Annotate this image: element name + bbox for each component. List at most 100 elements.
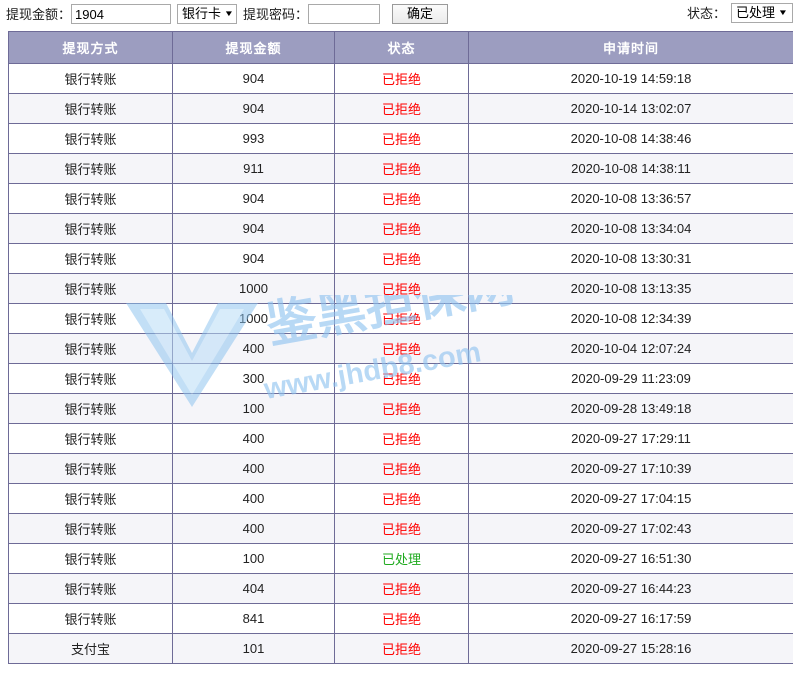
table-row: 银行转账 904 已拒绝 2020-10-14 13:02:07: [8, 93, 793, 124]
cell-amount: 400: [172, 423, 335, 454]
table-row: 银行转账 904 已拒绝 2020-10-19 14:59:18: [8, 63, 793, 94]
cell-status: 已拒绝: [334, 333, 469, 364]
cell-status: 已拒绝: [334, 513, 469, 544]
table-row: 银行转账 400 已拒绝 2020-09-27 17:04:15: [8, 483, 793, 514]
amount-label: 提现金额：: [6, 6, 72, 22]
cell-time: 2020-09-27 16:17:59: [468, 603, 793, 634]
cell-method: 银行转账: [8, 363, 173, 394]
cell-amount: 841: [172, 603, 335, 634]
table-row: 银行转账 1000 已拒绝 2020-10-08 13:13:35: [8, 273, 793, 304]
cell-status: 已拒绝: [334, 123, 469, 154]
cell-amount: 904: [172, 213, 335, 244]
cell-status: 已拒绝: [334, 153, 469, 184]
cell-amount: 101: [172, 633, 335, 664]
cell-time: 2020-10-08 14:38:11: [468, 153, 793, 184]
withdraw-method-select[interactable]: 银行卡 ▼: [177, 4, 237, 24]
cell-time: 2020-10-08 12:34:39: [468, 303, 793, 334]
column-header-time: 申请时间: [468, 31, 793, 64]
cell-amount: 993: [172, 123, 335, 154]
cell-method: 银行转账: [8, 273, 173, 304]
cell-time: 2020-09-27 17:02:43: [468, 513, 793, 544]
table-row: 银行转账 100 已拒绝 2020-09-28 13:49:18: [8, 393, 793, 424]
cell-amount: 400: [172, 483, 335, 514]
cell-amount: 300: [172, 363, 335, 394]
cell-time: 2020-09-27 17:29:11: [468, 423, 793, 454]
withdraw-records-table-wrap: 提现方式 提现金额 状态 申请时间 银行转账 904 已拒绝 2020-10-19 1…: [8, 31, 793, 664]
cell-status: 已拒绝: [334, 273, 469, 304]
status-filter: 状态： 已处理 ▼: [687, 3, 793, 23]
cell-status: 已拒绝: [334, 603, 469, 634]
cell-amount: 100: [172, 393, 335, 424]
cell-amount: 400: [172, 453, 335, 484]
table-row: 银行转账 993 已拒绝 2020-10-08 14:38:46: [8, 123, 793, 154]
status-filter-label: 状态：: [686, 5, 726, 21]
status-filter-select[interactable]: 已处理 ▼: [731, 3, 793, 23]
withdraw-password-input[interactable]: [307, 4, 380, 24]
withdraw-records-table: 提现方式 提现金额 状态 申请时间 银行转账 904 已拒绝 2020-10-19 1…: [8, 31, 793, 664]
submit-button[interactable]: 确定: [391, 4, 448, 24]
table-row: 银行转账 841 已拒绝 2020-09-27 16:17:59: [8, 603, 793, 634]
cell-status: 已拒绝: [334, 483, 469, 514]
cell-status: 已拒绝: [334, 93, 469, 124]
withdraw-amount-input[interactable]: [71, 4, 172, 24]
cell-time: 2020-10-08 14:38:46: [468, 123, 793, 154]
cell-method: 银行转账: [8, 303, 173, 334]
cell-time: 2020-10-08 13:30:31: [468, 243, 793, 274]
cell-method: 银行转账: [8, 603, 173, 634]
cell-time: 2020-10-19 14:59:18: [468, 63, 793, 94]
cell-time: 2020-09-28 13:49:18: [468, 393, 793, 424]
cell-status: 已拒绝: [334, 213, 469, 244]
status-filter-value: 已处理: [736, 5, 776, 20]
cell-status: 已拒绝: [334, 363, 469, 394]
column-header-amount: 提现金额: [172, 31, 335, 64]
chevron-down-icon: ▼: [223, 9, 235, 18]
cell-status: 已拒绝: [334, 423, 469, 454]
cell-time: 2020-10-08 13:34:04: [468, 213, 793, 244]
cell-time: 2020-10-08 13:36:57: [468, 183, 793, 214]
cell-method: 银行转账: [8, 123, 173, 154]
cell-method: 银行转账: [8, 543, 173, 574]
cell-amount: 1000: [172, 303, 335, 334]
cell-time: 2020-09-27 16:51:30: [468, 543, 793, 574]
cell-amount: 904: [172, 93, 335, 124]
table-header-row: 提现方式 提现金额 状态 申请时间: [8, 31, 793, 64]
cell-status: 已拒绝: [334, 393, 469, 424]
cell-time: 2020-09-27 16:44:23: [468, 573, 793, 604]
cell-amount: 911: [172, 153, 335, 184]
cell-status: 已拒绝: [334, 183, 469, 214]
cell-amount: 400: [172, 513, 335, 544]
table-row: 银行转账 404 已拒绝 2020-09-27 16:44:23: [8, 573, 793, 604]
cell-method: 银行转账: [8, 573, 173, 604]
table-row: 银行转账 1000 已拒绝 2020-10-08 12:34:39: [8, 303, 793, 334]
cell-amount: 100: [172, 543, 335, 574]
table-row: 银行转账 400 已拒绝 2020-09-27 17:02:43: [8, 513, 793, 544]
table-row: 银行转账 911 已拒绝 2020-10-08 14:38:11: [8, 153, 793, 184]
table-row: 银行转账 904 已拒绝 2020-10-08 13:30:31: [8, 243, 793, 274]
table-row: 银行转账 300 已拒绝 2020-09-29 11:23:09: [8, 363, 793, 394]
cell-time: 2020-10-14 13:02:07: [468, 93, 793, 124]
cell-amount: 904: [172, 183, 335, 214]
cell-time: 2020-09-27 15:28:16: [468, 633, 793, 664]
withdraw-toolbar: 提现金额： 银行卡 ▼ 提现密码： 确定 状态： 已处理 ▼: [0, 0, 793, 28]
cell-method: 银行转账: [8, 333, 173, 364]
table-row: 支付宝 101 已拒绝 2020-09-27 15:28:16: [8, 633, 793, 664]
cell-status: 已拒绝: [334, 243, 469, 274]
cell-time: 2020-09-29 11:23:09: [468, 363, 793, 394]
cell-method: 银行转账: [8, 213, 173, 244]
cell-method: 银行转账: [8, 93, 173, 124]
cell-status: 已拒绝: [334, 573, 469, 604]
cell-method: 银行转账: [8, 423, 173, 454]
table-row: 银行转账 400 已拒绝 2020-09-27 17:29:11: [8, 423, 793, 454]
cell-method: 银行转账: [8, 63, 173, 94]
cell-time: 2020-09-27 17:04:15: [468, 483, 793, 514]
cell-time: 2020-10-04 12:07:24: [468, 333, 793, 364]
chevron-down-icon-status: ▼: [777, 8, 789, 17]
cell-method: 支付宝: [8, 633, 173, 664]
cell-amount: 400: [172, 333, 335, 364]
table-row: 银行转账 904 已拒绝 2020-10-08 13:34:04: [8, 213, 793, 244]
cell-status: 已处理: [334, 543, 469, 574]
cell-method: 银行转账: [8, 183, 173, 214]
cell-time: 2020-10-08 13:13:35: [468, 273, 793, 304]
password-label: 提现密码：: [242, 6, 308, 22]
cell-method: 银行转账: [8, 453, 173, 484]
